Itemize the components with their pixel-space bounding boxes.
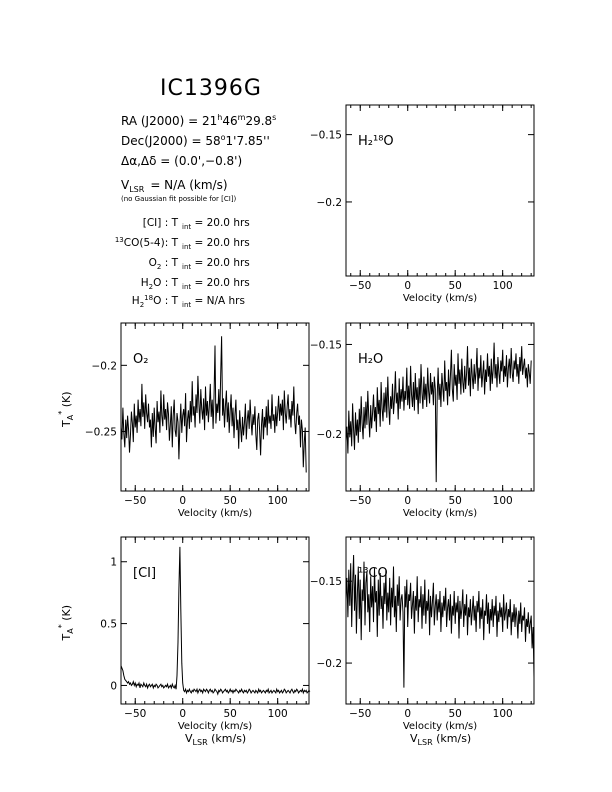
vlsr-line: VLSR = N/A (km/s) bbox=[121, 178, 228, 194]
header-block: IC1396G RA (J2000) = 21h46m29.8s Dec(J20… bbox=[115, 76, 276, 309]
x-tick-label: 100 bbox=[268, 495, 288, 507]
x-tick-label: 0 bbox=[404, 280, 411, 292]
x-tick-label: −50 bbox=[349, 280, 371, 292]
spectrum-line-h2o bbox=[345, 342, 532, 483]
tint-value-2: int = 20.0 hrs bbox=[182, 257, 250, 271]
tint-value-0: int = 20.0 hrs bbox=[182, 217, 250, 231]
tint-value-3: int = 20.0 hrs bbox=[182, 277, 250, 291]
tint-label-1: 13CO(5-4): T bbox=[115, 236, 179, 249]
x-axis-label: Velocity (km/s) bbox=[403, 293, 477, 304]
tint-value-4: int = N/A hrs bbox=[182, 295, 245, 309]
species-label: ¹³CO bbox=[358, 566, 388, 581]
x-axis-label: Velocity (km/s) bbox=[178, 508, 252, 519]
plot-frame bbox=[120, 536, 310, 705]
panel-h218o: −50 0 50 100 −0.15 −0.2 Velocity (km/s) H₂¹⁸O bbox=[310, 104, 535, 304]
species-label: H₂¹⁸O bbox=[358, 134, 394, 149]
vlsr-note: (no Gaussian fit possible for [CI]) bbox=[121, 195, 237, 203]
x-axis-label: Velocity (km/s) bbox=[403, 508, 477, 519]
ra-line: RA (J2000) = 21h46m29.8s bbox=[121, 113, 276, 128]
x-tick-label: 0 bbox=[179, 495, 186, 507]
y-tick-label: 0 bbox=[110, 680, 117, 692]
y-tick-label: −0.2 bbox=[317, 429, 343, 441]
source-title: IC1396G bbox=[160, 76, 262, 101]
x-tick-label: 50 bbox=[449, 280, 462, 292]
y-tick-label: −0.15 bbox=[310, 576, 342, 588]
x-tick-label: 0 bbox=[179, 708, 186, 720]
vlsr-axis-label: VLSR (km/s) bbox=[185, 732, 246, 747]
y-tick-label: 1 bbox=[110, 557, 117, 569]
y-tick-label: −0.2 bbox=[92, 360, 118, 372]
y-tick-label: −0.2 bbox=[317, 197, 343, 209]
species-label: O₂ bbox=[133, 352, 148, 367]
tint-label-0: [CI] : T bbox=[143, 217, 179, 229]
spectrum-line-ci bbox=[120, 546, 311, 696]
x-tick-label: −50 bbox=[124, 495, 146, 507]
y-tick-label: −0.15 bbox=[310, 130, 342, 142]
x-tick-label: 50 bbox=[224, 495, 237, 507]
x-tick-label: 100 bbox=[493, 708, 513, 720]
plot-frame bbox=[345, 536, 535, 705]
spectrum-line-o2 bbox=[120, 336, 307, 473]
tint-label-2: O2 : T bbox=[149, 257, 179, 271]
x-axis-label: Velocity (km/s) bbox=[403, 721, 477, 732]
x-tick-label: 100 bbox=[268, 708, 288, 720]
species-label: H₂O bbox=[358, 352, 383, 367]
x-tick-label: 100 bbox=[493, 495, 513, 507]
plot-frame bbox=[120, 322, 310, 492]
tint-label-3: H2O : T bbox=[141, 277, 179, 291]
panel-o2: −50 0 50 100 −0.2 −0.25 Velocity (km/s) TA* (K)… bbox=[57, 322, 310, 519]
tint-value-1: int = 20.0 hrs bbox=[182, 237, 250, 251]
plot-frame bbox=[345, 322, 535, 492]
x-tick-label: 50 bbox=[224, 708, 237, 720]
plot-frame bbox=[345, 104, 535, 277]
species-label: [CI] bbox=[133, 566, 156, 581]
x-tick-label: 0 bbox=[404, 708, 411, 720]
x-tick-label: −50 bbox=[124, 708, 146, 720]
vlsr-axis-label: VLSR (km/s) bbox=[410, 732, 471, 747]
x-tick-label: −50 bbox=[349, 708, 371, 720]
y-tick-label: −0.25 bbox=[85, 426, 117, 438]
x-tick-label: 50 bbox=[449, 708, 462, 720]
y-tick-label: −0.2 bbox=[317, 658, 343, 670]
x-tick-label: 100 bbox=[493, 280, 513, 292]
panel-co13: −50 0 50 100 −0.15 −0.2 Velocity (km/s)VLSR (k… bbox=[310, 536, 535, 747]
offset-line: Δα,Δδ = (0.0',−0.8') bbox=[121, 154, 242, 168]
y-tick-label: 0.5 bbox=[100, 619, 117, 631]
dec-line: Dec(J2000) = 58o1'7.85'' bbox=[121, 133, 270, 148]
x-axis-label: Velocity (km/s) bbox=[178, 721, 252, 732]
panel-ci: −50 0 50 100 0 0.5 1 Velocity (km/s)VLSR (km/s)… bbox=[57, 536, 311, 747]
tint-label-4: H218O : T bbox=[132, 294, 179, 309]
x-tick-label: 0 bbox=[404, 495, 411, 507]
y-axis-label: TA* (K) bbox=[57, 605, 75, 642]
panel-h2o: −50 0 50 100 −0.15 −0.2 Velocity (km/s) H₂O bbox=[310, 322, 535, 519]
y-tick-label: −0.15 bbox=[310, 339, 342, 351]
x-tick-label: −50 bbox=[349, 495, 371, 507]
y-axis-label: TA* (K) bbox=[57, 391, 75, 428]
spectrum-line-co13 bbox=[345, 554, 535, 688]
x-tick-label: 50 bbox=[449, 495, 462, 507]
